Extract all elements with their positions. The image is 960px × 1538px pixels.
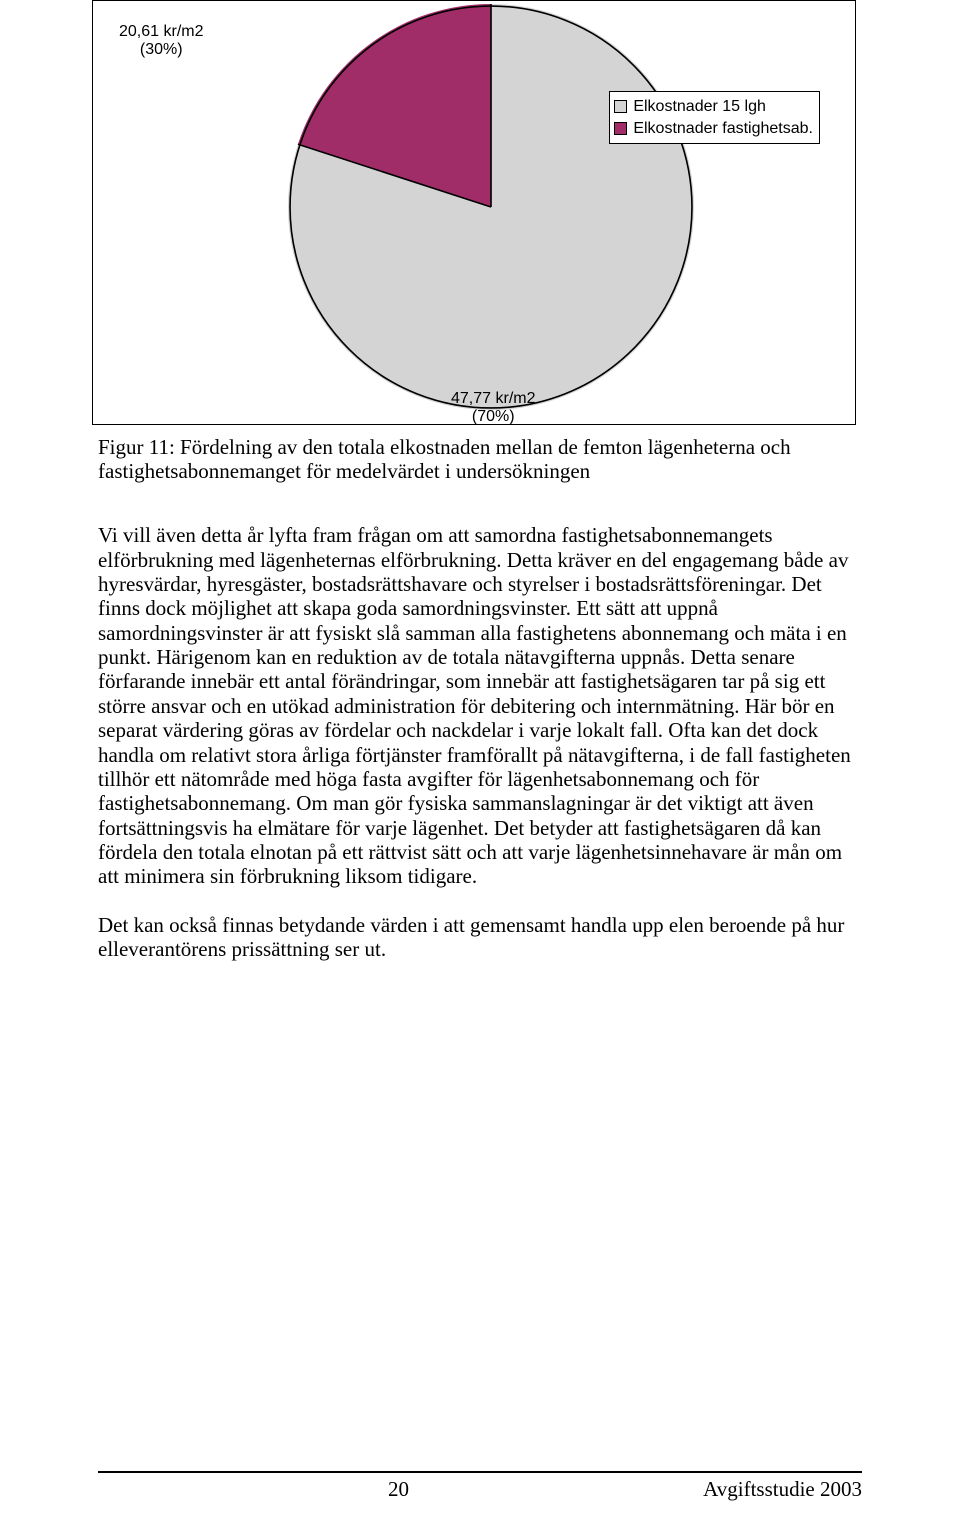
legend-label: Elkostnader 15 lgh	[633, 96, 766, 118]
pie-chart	[288, 4, 694, 410]
page-number: 20	[98, 1477, 409, 1502]
page-footer: 20 Avgiftsstudie 2003	[98, 1471, 862, 1502]
legend-swatch	[614, 122, 627, 135]
body-paragraph-1: Vi vill även detta år lyfta fram frågan …	[98, 523, 862, 888]
pie-label-30-line2: (30%)	[140, 41, 183, 58]
legend-item: Elkostnader fastighetsab.	[614, 118, 813, 140]
legend-label: Elkostnader fastighetsab.	[633, 118, 813, 140]
chart-legend: Elkostnader 15 lgh Elkostnader fastighet…	[609, 91, 820, 144]
legend-swatch	[614, 100, 627, 113]
pie-label-70-line1: 47,77 kr/m2	[451, 390, 535, 407]
document-title: Avgiftsstudie 2003	[703, 1477, 862, 1502]
figure-caption: Figur 11: Fördelning av den totala elkos…	[98, 435, 862, 483]
pie-label-30-line1: 20,61 kr/m2	[119, 23, 203, 40]
pie-label-30: 20,61 kr/m2 (30%)	[119, 23, 203, 60]
pie-label-70-line2: (70%)	[472, 408, 515, 425]
body-paragraph-2: Det kan också finnas betydande värden i …	[98, 913, 862, 962]
legend-item: Elkostnader 15 lgh	[614, 96, 813, 118]
pie-chart-container: 20,61 kr/m2 (30%) 47,77 kr/m2 (70%) Elko…	[92, 0, 856, 425]
pie-label-70: 47,77 kr/m2 (70%)	[451, 390, 535, 427]
